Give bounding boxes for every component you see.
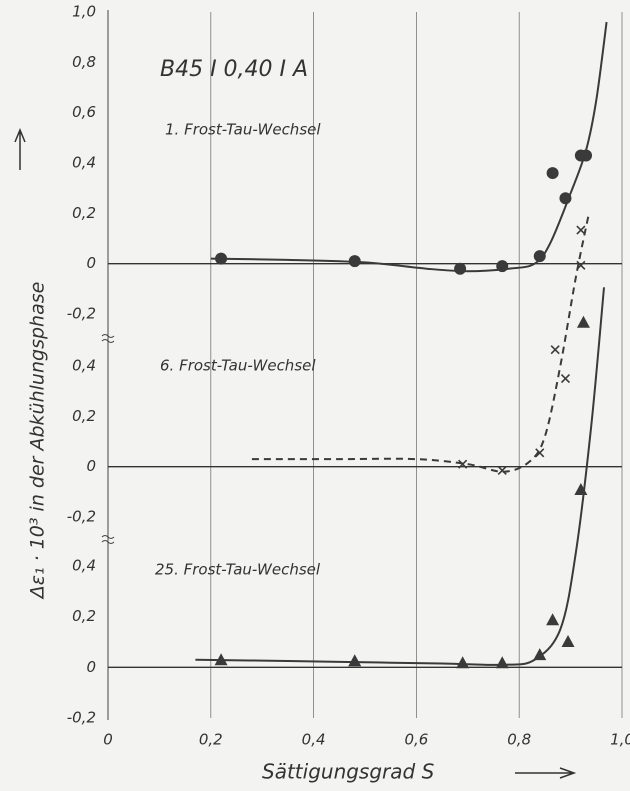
y-tick-label: -0,2	[67, 709, 96, 727]
axis-break	[101, 535, 115, 544]
point	[535, 448, 545, 458]
y-tick-label: 0	[86, 254, 96, 272]
y-tick-label: 0,2	[72, 204, 96, 222]
y-tick-label: 0,2	[72, 407, 96, 425]
x-arrow	[515, 767, 577, 779]
point	[576, 260, 586, 270]
panel-label: 25. Frost-Tau-Wechsel	[155, 561, 321, 579]
axis-break	[101, 334, 115, 343]
point	[559, 192, 572, 205]
point	[456, 656, 470, 669]
x-tick-label: 0,6	[404, 731, 428, 749]
y-tick-label: 0,4	[72, 557, 96, 575]
fit-curve	[210, 21, 608, 273]
y-tick-label: -0,2	[67, 305, 96, 323]
point	[348, 255, 361, 268]
point	[576, 315, 590, 328]
point	[546, 613, 560, 626]
point	[580, 149, 593, 162]
x-tick-label: 1,0	[610, 731, 630, 749]
point	[574, 483, 588, 495]
point	[546, 167, 559, 180]
point	[458, 459, 468, 469]
x-tick-label: 0,2	[199, 731, 223, 749]
point	[495, 656, 509, 669]
point	[348, 654, 362, 667]
fit-curve	[251, 214, 590, 473]
y-tick-label: 1,0	[72, 3, 96, 21]
y-tick-label: 0	[86, 457, 96, 475]
x-tick-label: 0,8	[507, 731, 531, 749]
point	[214, 653, 228, 666]
point	[560, 374, 571, 384]
chart-title: B45 I 0,40 I A	[160, 57, 308, 82]
point	[533, 648, 547, 661]
fit-curve	[195, 287, 606, 666]
y-tick-label: 0,4	[72, 154, 96, 172]
y-tick-label: 0,2	[72, 607, 96, 625]
panel-label: 6. Frost-Tau-Wechsel	[160, 357, 316, 375]
point	[454, 262, 467, 275]
y-tick-label: 0,4	[72, 357, 96, 375]
x-axis-label: Sättigungsgrad S	[262, 760, 435, 784]
point	[533, 250, 546, 263]
point	[576, 225, 586, 235]
point	[496, 260, 509, 273]
y-tick-label: 0,8	[72, 53, 96, 71]
y-tick-label: -0,2	[67, 508, 96, 526]
x-tick-label: 0,4	[302, 731, 326, 749]
point	[561, 635, 575, 647]
point	[550, 345, 560, 355]
panel-label: 1. Frost-Tau-Wechsel	[165, 121, 321, 139]
x-tick-label: 0	[103, 731, 113, 749]
point	[215, 252, 228, 265]
y-arrow	[14, 128, 26, 170]
point	[497, 465, 507, 476]
y-tick-label: 0,6	[72, 103, 96, 121]
y-tick-label: 0	[86, 658, 96, 676]
y-axis-label: Δε₁ · 10³ in der Abkühlungsphase	[27, 282, 49, 601]
